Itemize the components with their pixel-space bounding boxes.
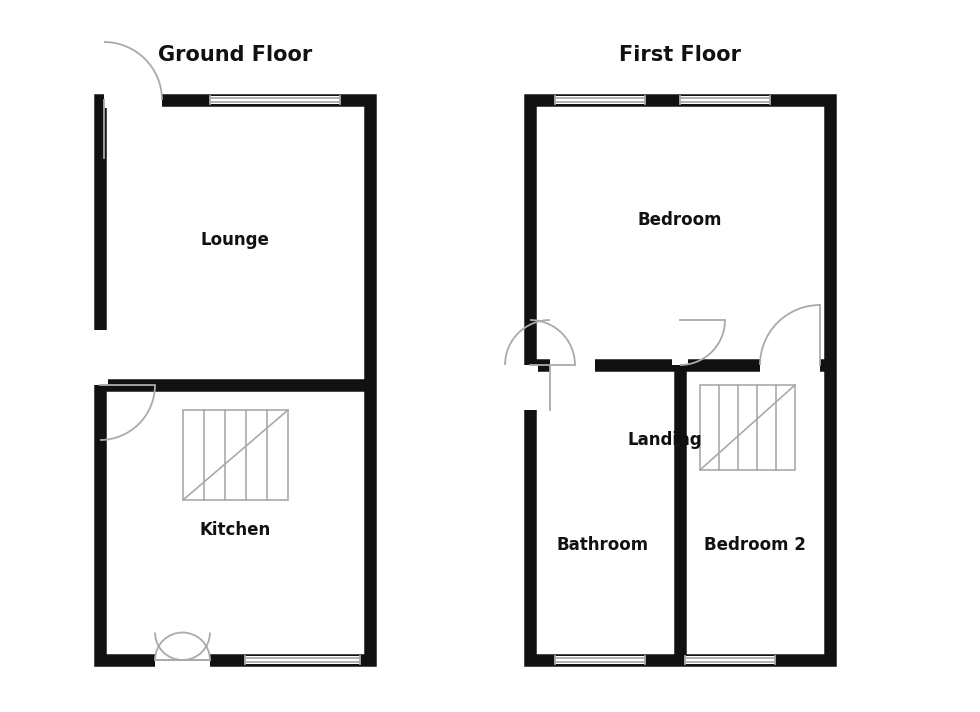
Text: Bathroom: Bathroom (557, 536, 649, 554)
Bar (100, 100, 370, 660)
Bar (685, 656, 775, 664)
Text: Bedroom: Bedroom (638, 211, 722, 229)
Bar (183, 410, 288, 500)
Bar (700, 385, 795, 470)
Bar (245, 656, 360, 664)
Bar (672, 320, 688, 365)
Bar (550, 357, 595, 373)
Text: Lounge: Lounge (201, 231, 270, 249)
Bar (555, 96, 645, 104)
Text: First Floor: First Floor (619, 45, 741, 65)
Text: Kitchen: Kitchen (199, 521, 270, 539)
Bar (555, 656, 645, 664)
Bar (680, 96, 770, 104)
Text: Landing: Landing (627, 431, 703, 449)
Bar (760, 357, 820, 373)
Bar (155, 652, 210, 668)
Bar (210, 96, 340, 104)
Bar (155, 652, 210, 668)
Bar (550, 357, 580, 373)
Bar (104, 92, 162, 108)
Bar (530, 100, 830, 660)
Bar (522, 365, 538, 410)
Text: Ground Floor: Ground Floor (158, 45, 312, 65)
Bar (92, 330, 108, 385)
Text: Bedroom 2: Bedroom 2 (704, 536, 806, 554)
